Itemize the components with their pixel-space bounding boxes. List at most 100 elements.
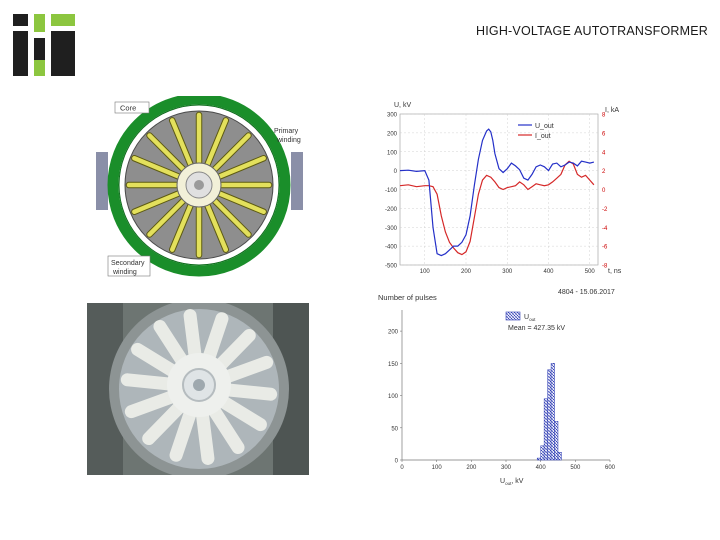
winding-spoke-highlight [212, 198, 251, 237]
histogram-bar [550, 363, 555, 461]
support-rib [142, 400, 186, 446]
x-tick-label: 200 [466, 465, 477, 471]
winding-spoke-highlight [217, 155, 266, 179]
svg-text:I, kA: I, kA [605, 107, 619, 114]
left-tick-label: -500 [385, 264, 398, 270]
x-tick-label: 0 [400, 465, 404, 471]
legend: U_out I_out [518, 123, 554, 140]
left-tick-label: 0 [394, 169, 398, 175]
support-rib [124, 390, 180, 419]
support-rib [183, 309, 203, 366]
winding-spoke-highlight [147, 198, 186, 237]
svg-text:Mean = 427.35 kV: Mean = 427.35 kV [508, 325, 565, 332]
svg-text:Uout: Uout [524, 314, 536, 322]
support-rib [216, 395, 267, 432]
winding-spoke-highlight [169, 118, 193, 167]
y-tick-label: 150 [388, 362, 399, 368]
left-tick-label: -300 [385, 226, 398, 232]
support-rib [153, 320, 191, 370]
histogram-bar [554, 421, 559, 461]
left-tick-label: 100 [387, 150, 398, 156]
winding-spoke-highlight [169, 203, 193, 252]
x-tick-label: 100 [432, 465, 443, 471]
support-rib [195, 408, 215, 465]
x-tick-label: 200 [461, 269, 472, 275]
right-tick-label: 8 [602, 113, 606, 119]
right-tick-label: -2 [602, 207, 608, 213]
winding-spoke-highlight [147, 133, 186, 172]
svg-text:Secondary: Secondary [111, 260, 145, 267]
logo [13, 14, 75, 76]
x-tick-label: 300 [502, 269, 513, 275]
footer-label: 4804 - 15.06.2017 [558, 289, 615, 296]
winding-spoke-highlight [212, 133, 251, 172]
svg-text:4804 - 15.06.2017: 4804 - 15.06.2017 [558, 289, 615, 296]
hist-title: Number of pulses [378, 293, 437, 302]
x-tick-label: 600 [605, 465, 616, 471]
support-rib [120, 373, 178, 391]
winding-spoke-highlight [205, 118, 229, 167]
transformer-photo [87, 303, 309, 475]
svg-text:Uout, kV: Uout, kV [500, 478, 524, 486]
y-tick-label: 0 [395, 459, 399, 465]
voltage-series-line [399, 128, 595, 257]
current-series-line [399, 160, 595, 256]
svg-text:U, kV: U, kV [394, 102, 411, 109]
right-tick-label: -8 [602, 264, 608, 270]
x-tick-label: 400 [536, 465, 547, 471]
core-callout: Core [114, 101, 150, 114]
hist-x-label: Uout, kV [500, 478, 524, 486]
x-tick-label: 100 [420, 269, 431, 275]
svg-text:Core: Core [120, 104, 136, 113]
support-rib [218, 355, 274, 384]
svg-text:I_out: I_out [535, 133, 551, 140]
histogram-bar [557, 452, 562, 461]
left-tick-label: -400 [385, 245, 398, 251]
histogram-bar [543, 398, 548, 461]
right-tick-label: 2 [602, 169, 606, 175]
winding-spoke-highlight [217, 191, 266, 215]
waveform-chart: U, kV I, kA t, ns 4804 - 15.06.2017 300 2… [385, 102, 622, 296]
left-tick-label: 300 [387, 113, 398, 119]
y-tick-label: 100 [388, 394, 399, 400]
histogram-bar [536, 457, 541, 461]
winding-spoke-highlight [132, 155, 181, 179]
right-tick-label: 0 [602, 188, 606, 194]
left-tick-label: -100 [385, 188, 398, 194]
svg-text:winding: winding [276, 137, 301, 144]
right-tick-label: -6 [602, 245, 608, 251]
y-tick-label: 50 [391, 426, 398, 432]
right-tick-label: -4 [602, 226, 608, 232]
transformer-drawing: Core Primary winding Secondary winding [96, 96, 303, 277]
winding-spoke-highlight [132, 191, 181, 215]
histogram-bar [547, 369, 552, 461]
secondary-winding-callout: Secondary winding [107, 255, 151, 277]
y-tick-label: 200 [388, 330, 399, 336]
svg-text:Primary: Primary [274, 128, 299, 135]
histogram-chart: Number of pulses 0 50 100 150 200 0 100 200 300 4… [378, 293, 616, 486]
hist-legend: Uout Mean = 427.35 kV [505, 311, 565, 332]
support-rib [201, 312, 229, 367]
right-axis-label: I, kA [605, 107, 619, 114]
x-axis-label: t, ns [608, 268, 622, 275]
right-tick-label: 6 [602, 131, 606, 137]
support-rib [212, 328, 256, 374]
svg-text:t, ns: t, ns [608, 268, 622, 275]
x-tick-label: 500 [570, 465, 581, 471]
support-rib [131, 342, 182, 379]
histogram-bar [540, 445, 545, 461]
support-rib [169, 407, 197, 462]
svg-text:U_out: U_out [535, 123, 554, 130]
support-rib [207, 404, 245, 454]
primary-winding-callout: Primary winding [274, 128, 301, 144]
right-tick-label: 4 [602, 150, 606, 156]
x-tick-label: 500 [585, 269, 596, 275]
x-tick-label: 400 [543, 269, 554, 275]
svg-text:winding: winding [112, 269, 137, 276]
winding-spoke-highlight [205, 203, 229, 252]
svg-text:Number of pulses: Number of pulses [378, 293, 437, 302]
left-tick-label: 200 [387, 131, 398, 137]
left-tick-label: -200 [385, 207, 398, 213]
left-axis-label: U, kV [394, 102, 411, 109]
support-rib [220, 383, 278, 401]
